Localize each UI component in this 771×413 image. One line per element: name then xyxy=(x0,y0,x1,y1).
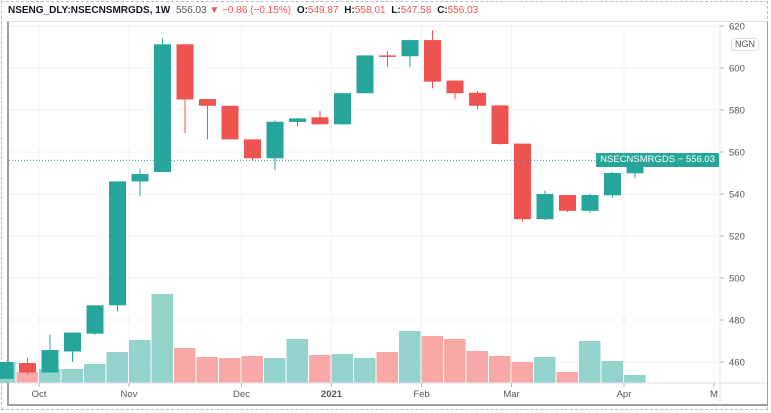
volume-bar xyxy=(421,336,443,383)
volume-bar xyxy=(286,339,308,383)
volume-bar xyxy=(376,352,398,383)
close-label: C: xyxy=(437,5,448,16)
volume-bar xyxy=(489,356,511,383)
volume-bar xyxy=(534,357,556,383)
candle-up xyxy=(109,181,126,306)
candle-up xyxy=(289,118,306,122)
candle-up xyxy=(154,44,171,172)
open-label: O: xyxy=(296,5,308,16)
x-tick-label: Mar xyxy=(503,389,519,400)
volume-bar xyxy=(331,354,353,383)
y-tick-label: 520 xyxy=(729,232,745,243)
y-tick-label: 540 xyxy=(729,190,745,201)
candle-up xyxy=(581,195,599,211)
candle-down xyxy=(311,117,329,125)
y-tick-label: 460 xyxy=(729,358,745,369)
chart-frame xyxy=(7,21,768,406)
volume-bar xyxy=(129,340,151,383)
grid-lines xyxy=(9,22,720,383)
low-label: L: xyxy=(391,5,401,16)
x-tick-label: Nov xyxy=(121,389,138,400)
price-change: −0.86 (−0.15%) xyxy=(222,5,292,16)
volume-bar xyxy=(601,361,623,383)
volume-bar xyxy=(556,372,578,383)
candle-down xyxy=(199,99,216,106)
candle-down xyxy=(221,105,239,140)
volume-bar xyxy=(511,362,533,383)
volume-bar xyxy=(264,358,286,383)
currency-badge[interactable]: NGN xyxy=(731,38,759,51)
x-tick-label: Feb xyxy=(413,389,429,400)
volume-bar xyxy=(174,348,196,383)
candle-down xyxy=(514,143,531,220)
y-tick-label: 500 xyxy=(729,274,745,285)
x-tick-label: Dec xyxy=(233,389,250,400)
candle-up xyxy=(131,174,149,182)
candle-down xyxy=(176,44,194,100)
volume-bar xyxy=(16,372,38,383)
volume-bar xyxy=(399,331,421,383)
candle-up xyxy=(401,40,419,57)
candle-up xyxy=(0,362,14,379)
candle-up xyxy=(536,194,554,220)
volume-bar xyxy=(466,351,488,383)
volume-bar xyxy=(106,352,128,383)
volume-bar xyxy=(61,369,83,383)
volume-bar xyxy=(151,294,173,383)
volume-bar xyxy=(84,364,106,383)
volume-bar xyxy=(241,356,263,383)
candle-up xyxy=(86,305,104,334)
volume-bar xyxy=(579,341,601,383)
candle-down xyxy=(379,55,396,57)
candles xyxy=(0,30,720,379)
low-value: 547.58 xyxy=(400,5,432,16)
x-tick-label: Apr xyxy=(617,389,632,400)
y-tick-label: 600 xyxy=(729,64,745,75)
x-tick-label: Oct xyxy=(32,389,47,400)
candle-down xyxy=(491,105,509,145)
candle-up xyxy=(41,350,59,373)
high-value: 558.01 xyxy=(354,5,386,16)
legend-header: NSENG_DLY:NSECNSMRGDS, 1W 556.03 ▼ −0.86… xyxy=(8,5,478,16)
down-arrow-icon: ▼ xyxy=(209,5,220,16)
volume-bar xyxy=(219,358,241,383)
time-axis: Oct Nov Dec 2021 Feb Mar Apr M xyxy=(9,382,767,400)
candle-down xyxy=(446,80,464,94)
candle-up xyxy=(604,173,621,196)
y-tick-label: 620 xyxy=(729,22,745,33)
candle-down xyxy=(19,363,36,373)
candle-down xyxy=(244,139,261,159)
x-tick-label: 2021 xyxy=(321,389,343,400)
close-value: 556.03 xyxy=(447,5,479,16)
y-tick-label: 580 xyxy=(729,106,745,117)
candle-up xyxy=(266,121,284,159)
candle-up xyxy=(356,55,374,94)
x-tick-label: M xyxy=(710,389,718,400)
volume-bar xyxy=(196,357,218,383)
last-price-label: NSECNSMRGDS − 556.03 xyxy=(596,153,719,167)
candle-down xyxy=(424,40,441,82)
candle-up xyxy=(334,93,351,125)
candle-down xyxy=(469,92,486,106)
candle-up xyxy=(64,332,81,352)
y-tick-label: 560 xyxy=(729,148,745,159)
last-price: 556.03 xyxy=(176,5,207,16)
price-axis: 460 480 500 520 540 560 580 600 620 xyxy=(719,22,745,405)
volume-bar xyxy=(624,375,646,383)
y-tick-label: 480 xyxy=(729,316,745,327)
volume-bar xyxy=(444,339,466,383)
open-value: 549.87 xyxy=(307,5,339,16)
candle-down xyxy=(559,195,576,211)
volume-bar xyxy=(354,358,376,383)
volume-bar xyxy=(309,355,331,383)
high-label: H: xyxy=(344,5,355,16)
symbol-title: NSENG_DLY:NSECNSMRGDS, 1W xyxy=(8,5,171,16)
